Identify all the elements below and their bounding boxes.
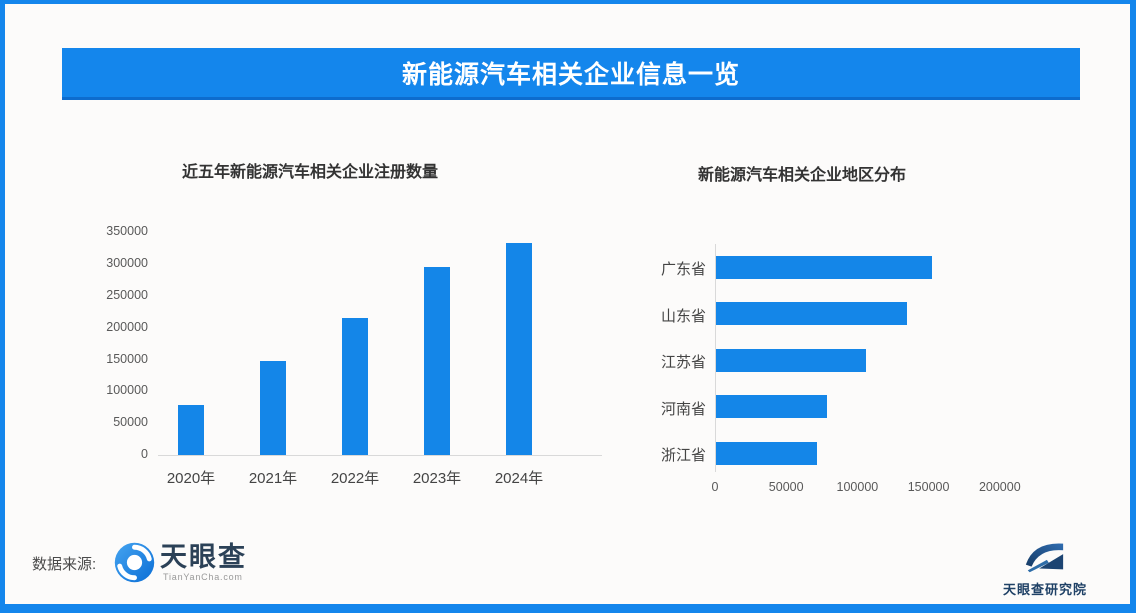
- frame-border-top: [0, 0, 1136, 4]
- tianyancha-logo-icon: [114, 542, 155, 583]
- x-tick-label: 2024年: [494, 470, 544, 487]
- y-tick-label: 100000: [106, 383, 148, 398]
- y-tick-label: 200000: [106, 319, 148, 334]
- x-axis-line: [158, 455, 602, 456]
- category-label: 广东省: [660, 261, 706, 278]
- bar: [506, 243, 532, 455]
- x-tick-label: 2020年: [166, 470, 216, 487]
- region-chart-canvas: 广东省山东省江苏省河南省浙江省 0 50000 100000 150000 200000: [640, 150, 1100, 515]
- registration-chart-canvas: 0 50000 100000 150000 200000 250000 300000 3500…: [62, 150, 610, 515]
- x-tick-label: 200000: [978, 480, 1021, 494]
- category-label: 河南省: [660, 400, 706, 418]
- research-institute-logo-text: 天眼查研究院: [1002, 582, 1087, 597]
- category-label: 江苏省: [660, 354, 706, 371]
- frame-border-left: [0, 0, 5, 613]
- x-tick-label: 150000: [907, 480, 950, 494]
- y-axis-line: [715, 244, 716, 472]
- bar: [716, 441, 818, 465]
- x-tick-label: 100000: [836, 480, 879, 494]
- x-tick-label: 0: [711, 480, 719, 494]
- x-tick-label: 50000: [768, 480, 804, 494]
- y-tick-label: 150000: [106, 351, 148, 366]
- bar: [716, 348, 866, 372]
- tianyancha-logo-text: 天眼查: [160, 542, 247, 572]
- registration-chart: 近五年新能源汽车相关企业注册数量 0 50000 100000 150000 20000…: [62, 150, 610, 515]
- x-tick-label: 2022年: [330, 470, 380, 487]
- bar: [424, 266, 450, 455]
- category-label: 山东省: [660, 307, 706, 325]
- research-institute-logo-icon: [1025, 543, 1064, 573]
- registration-chart-title: 近五年新能源汽车相关企业注册数量: [182, 164, 439, 181]
- header-banner: 新能源汽车相关企业信息一览: [62, 48, 1080, 100]
- bar: [260, 360, 286, 455]
- y-tick-label: 0: [141, 447, 148, 461]
- bar: [342, 318, 368, 455]
- region-chart-title: 新能源汽车相关企业地区分布: [698, 167, 907, 184]
- bar: [716, 255, 933, 279]
- y-tick-label: 300000: [106, 256, 148, 271]
- tianyancha-logo-domain: TianYanCha.com: [163, 572, 243, 582]
- y-tick-label: 350000: [106, 224, 148, 239]
- frame-border-bottom: [0, 604, 1136, 613]
- category-label: 浙江省: [660, 447, 706, 464]
- page-title: 新能源汽车相关企业信息一览: [401, 60, 740, 89]
- bar: [716, 302, 907, 325]
- y-tick-label: 50000: [113, 415, 148, 430]
- x-tick-label: 2023年: [412, 470, 462, 487]
- bar: [716, 395, 828, 418]
- frame-border-right: [1130, 0, 1136, 613]
- x-tick-label: 2021年: [248, 470, 298, 487]
- y-tick-label: 250000: [106, 287, 148, 302]
- bar: [178, 405, 204, 455]
- region-chart: 新能源汽车相关企业地区分布 广东省山东省江苏省河南省浙江省 0 50000 10000…: [640, 150, 1100, 515]
- data-source-label: 数据来源:: [32, 556, 97, 573]
